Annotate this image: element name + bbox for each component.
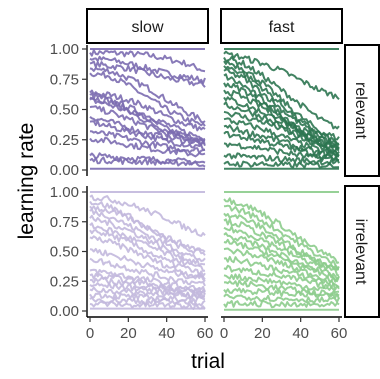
x-tick-label-left: 60 [197, 325, 214, 342]
strip-label-fast: fast [269, 19, 295, 36]
series-line [89, 152, 206, 166]
series-line [89, 92, 206, 143]
series-line [223, 110, 340, 156]
x-tick-label-left: 20 [120, 325, 137, 342]
x-tick-label-right: 40 [292, 325, 309, 342]
strip-label-slow: slow [131, 19, 163, 36]
series-line [89, 120, 206, 151]
x-tick-label-right: 0 [220, 325, 228, 342]
series-line [89, 60, 206, 88]
panel-slow-relevant [89, 48, 206, 170]
series-line [89, 130, 206, 154]
series-line [223, 299, 340, 309]
series-line [223, 212, 340, 271]
y-tick-label-bottom: 0.75 [50, 214, 79, 231]
y-tick-label-top: 0.50 [50, 102, 79, 119]
series-line [223, 264, 340, 291]
y-axis-top: 0.00 0.25 0.50 0.75 1.00 [50, 41, 87, 179]
series-line [89, 89, 206, 132]
strip-relevant: relevant [344, 44, 380, 177]
strip-irrelevant: irrelevant [344, 185, 380, 318]
series-line [89, 286, 206, 300]
panel-fast-relevant [223, 48, 340, 170]
series-line [89, 67, 206, 124]
y-tick-label-top: 0.25 [50, 132, 79, 149]
series-line [223, 50, 340, 100]
y-tick-label-top: 1.00 [50, 41, 79, 58]
series-line [89, 55, 206, 85]
series-line [89, 208, 206, 262]
x-axis-left: 0 20 40 60 [86, 317, 214, 342]
x-tick-label-left: 40 [158, 325, 175, 342]
y-tick-label-bottom: 0.50 [50, 244, 79, 261]
panel-slow-irrelevant [89, 191, 206, 310]
series-line [89, 229, 206, 278]
x-tick-label-left: 0 [86, 325, 94, 342]
strip-slow: slow [86, 8, 209, 44]
series-line [89, 200, 206, 256]
series-line [89, 194, 206, 237]
series-line [223, 255, 340, 288]
series-line [223, 293, 340, 304]
x-axis-title: trial [191, 350, 225, 373]
series-line [223, 232, 340, 280]
series-line [223, 142, 340, 164]
strip-label-relevant: relevant [352, 82, 369, 139]
series-line [223, 89, 340, 152]
series-line [89, 49, 206, 73]
series-line [223, 197, 340, 264]
series-line [223, 287, 340, 300]
series-line [89, 222, 206, 272]
series-line [223, 238, 340, 283]
series-line [89, 97, 206, 147]
y-axis-title: learning rate [15, 123, 38, 240]
series-line [223, 124, 339, 162]
y-tick-label-bottom: 0.00 [50, 303, 79, 320]
y-tick-label-bottom: 1.00 [50, 184, 79, 201]
series-line [223, 56, 340, 130]
x-axis-right: 0 20 40 60 [220, 317, 348, 342]
y-tick-label-top: 0.00 [50, 162, 79, 179]
series-line [223, 218, 340, 271]
series-line [89, 257, 206, 287]
strip-label-irrelevant: irrelevant [352, 219, 369, 285]
series-line [223, 204, 339, 269]
series-line [89, 292, 206, 304]
series-line [89, 156, 206, 168]
panel-fast-irrelevant [223, 191, 340, 311]
y-tick-label-top: 0.75 [50, 71, 79, 88]
series-line [223, 273, 339, 294]
y-axis-bottom: 0.00 0.25 0.50 0.75 1.00 [50, 184, 87, 320]
x-tick-label-right: 60 [331, 325, 348, 342]
series-line [89, 70, 206, 127]
x-tick-label-right: 20 [254, 325, 271, 342]
series-line [89, 214, 205, 267]
panel-lines [89, 48, 340, 311]
series-line [89, 247, 206, 283]
series-line [89, 136, 206, 158]
series-line [223, 160, 340, 169]
series-line [89, 235, 206, 281]
series-line [89, 268, 206, 293]
series-line [89, 205, 206, 253]
series-line [223, 65, 340, 145]
y-tick-label-bottom: 0.25 [50, 273, 79, 290]
strip-fast: fast [220, 8, 343, 44]
